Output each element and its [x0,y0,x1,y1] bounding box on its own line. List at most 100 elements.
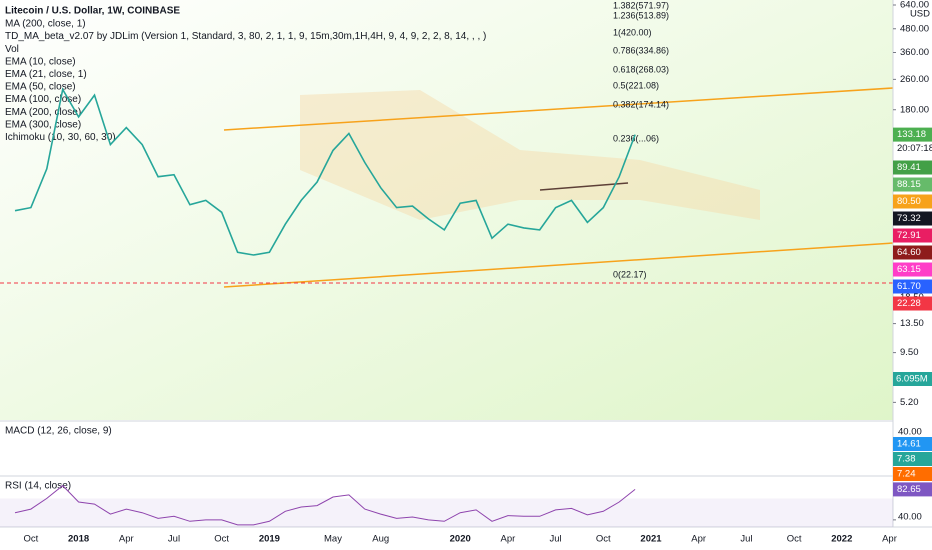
price-tag: 61.70 [893,279,932,294]
x-tick-label: 2021 [640,534,662,545]
x-tick-label: Oct [596,534,611,545]
x-tick-label: Oct [787,534,802,545]
indicator-label: EMA (10, close) [5,56,76,67]
indicator-label: EMA (21, close, 1) [5,69,87,80]
price-tag-label: 22.28 [897,298,921,309]
x-tick-label: Oct [24,534,39,545]
x-tick-label: 2022 [831,534,852,545]
price-tag-box [893,177,932,192]
y-tick-label: 480.00 [900,23,929,34]
y-tick-label: 180.00 [900,104,929,115]
y-tick-label: 260.00 [900,74,929,85]
macd-tag-box [893,467,932,481]
countdown: 20:07:18 [897,143,932,154]
x-tick-label: Aug [372,534,389,545]
indicator-label: TD_MA_beta_v2.07 by JDLim (Version 1, St… [5,31,486,42]
price-tag-box [893,127,932,142]
y-tick-label: 13.50 [900,318,924,329]
price-tag-box [893,279,932,294]
fib-label: 0.618(268.03) [613,64,669,74]
price-tag-box [893,262,932,277]
y-tick-label: 9.50 [900,347,919,358]
rsi-band [0,498,893,527]
price-tag: 80.50 [893,194,932,209]
ichimoku-cloud [300,90,760,220]
price-tag: 72.91 [893,228,932,243]
x-tick-label: Apr [882,534,897,545]
indicator-label: Vol [5,44,19,55]
rsi-line [14,484,636,526]
y-tick-label: 640.00 [900,0,929,11]
x-tick-label: Jul [550,534,562,545]
y-tick-label: 5.20 [900,397,919,408]
indicator-label: Ichimoku (10, 30, 60, 30) [5,132,116,143]
indicator-label: EMA (200, close) [5,107,81,118]
fib-label: 1.382(571.97) [613,0,669,10]
fib-label: 0.786(334.86) [613,45,669,55]
indicator-label: EMA (300, close) [5,119,81,130]
price-tag-label: 63.15 [897,264,921,275]
x-tick-label: 2018 [68,534,89,545]
x-tick-label: 2019 [259,534,280,545]
x-tick-label: 2020 [450,534,471,545]
price-tag: 89.41 [893,160,932,175]
price-tag-box [893,245,932,260]
price-tag-label: 64.60 [897,247,921,258]
x-tick-label: Apr [501,534,516,545]
price-tag: 73.32 [893,211,932,226]
macd-title: MACD (12, 26, close, 9) [5,426,112,437]
indicator-label: EMA (100, close) [5,94,81,105]
price-tag-label: 89.41 [897,162,921,173]
x-tick-label: Oct [214,534,229,545]
fib-label: 1.236(513.89) [613,10,669,20]
price-tag: 63.15 [893,262,932,277]
price-tag-label: 80.50 [897,196,921,207]
macd-tag-label: 7.24 [897,469,916,480]
price-pane [0,0,893,420]
price-tag-label: 88.15 [897,179,921,190]
x-tick-label: Jul [740,534,752,545]
price-tag-box [893,211,932,226]
macd-tick: 40.00 [898,427,922,438]
channel-bottom [223,242,894,288]
price-tag-label: 133.18 [897,129,926,140]
channel-top [223,87,894,131]
fib-label: 0.236(...06) [613,133,659,143]
x-tick-label: Apr [691,534,706,545]
price-tag-box [893,296,932,311]
price-tag-label: 73.32 [897,213,921,224]
price-line [14,87,636,256]
indicator-label: EMA (50, close) [5,82,76,93]
indicator-label: MA (200, close, 1) [5,19,86,30]
rsi-tag-label: 82.65 [897,484,921,495]
x-tick-label: Apr [119,534,134,545]
price-tag-box [893,194,932,209]
currency: USD [910,9,930,20]
x-tick-label: Jul [168,534,180,545]
price-tag: 88.15 [893,177,932,192]
price-tag-label: 61.70 [897,281,921,292]
price-tag: 22.28 [893,296,932,311]
volume-tag-box [893,372,932,386]
fib-label: 1(420.00) [613,27,652,37]
fib-label: 0(22.17) [613,269,647,279]
price-tag: 64.60 [893,245,932,260]
chart-title: Litecoin / U.S. Dollar, 1W, COINBASE [5,6,180,17]
price-tag-box [893,160,932,175]
macd-tag-label: 7.38 [897,454,916,465]
x-tick-label: May [324,534,342,545]
rsi-tag-box [893,482,932,497]
macd-tag-label: 14.61 [897,439,921,450]
fib-label: 0.382(174.14) [613,99,669,109]
price-tag: 133.18 [893,127,932,142]
y-tick-label: 360.00 [900,47,929,58]
volume-tag-label: 6.095M [896,374,928,385]
fib-label: 0.5(221.08) [613,80,659,90]
macd-tag-box [893,437,932,451]
rsi-tick-label: 40.00 [898,511,922,522]
price-tag-box [893,228,932,243]
rsi-title: RSI (14, close) [5,481,71,492]
price-tag-label: 72.91 [897,230,921,241]
trend-line [539,182,629,191]
